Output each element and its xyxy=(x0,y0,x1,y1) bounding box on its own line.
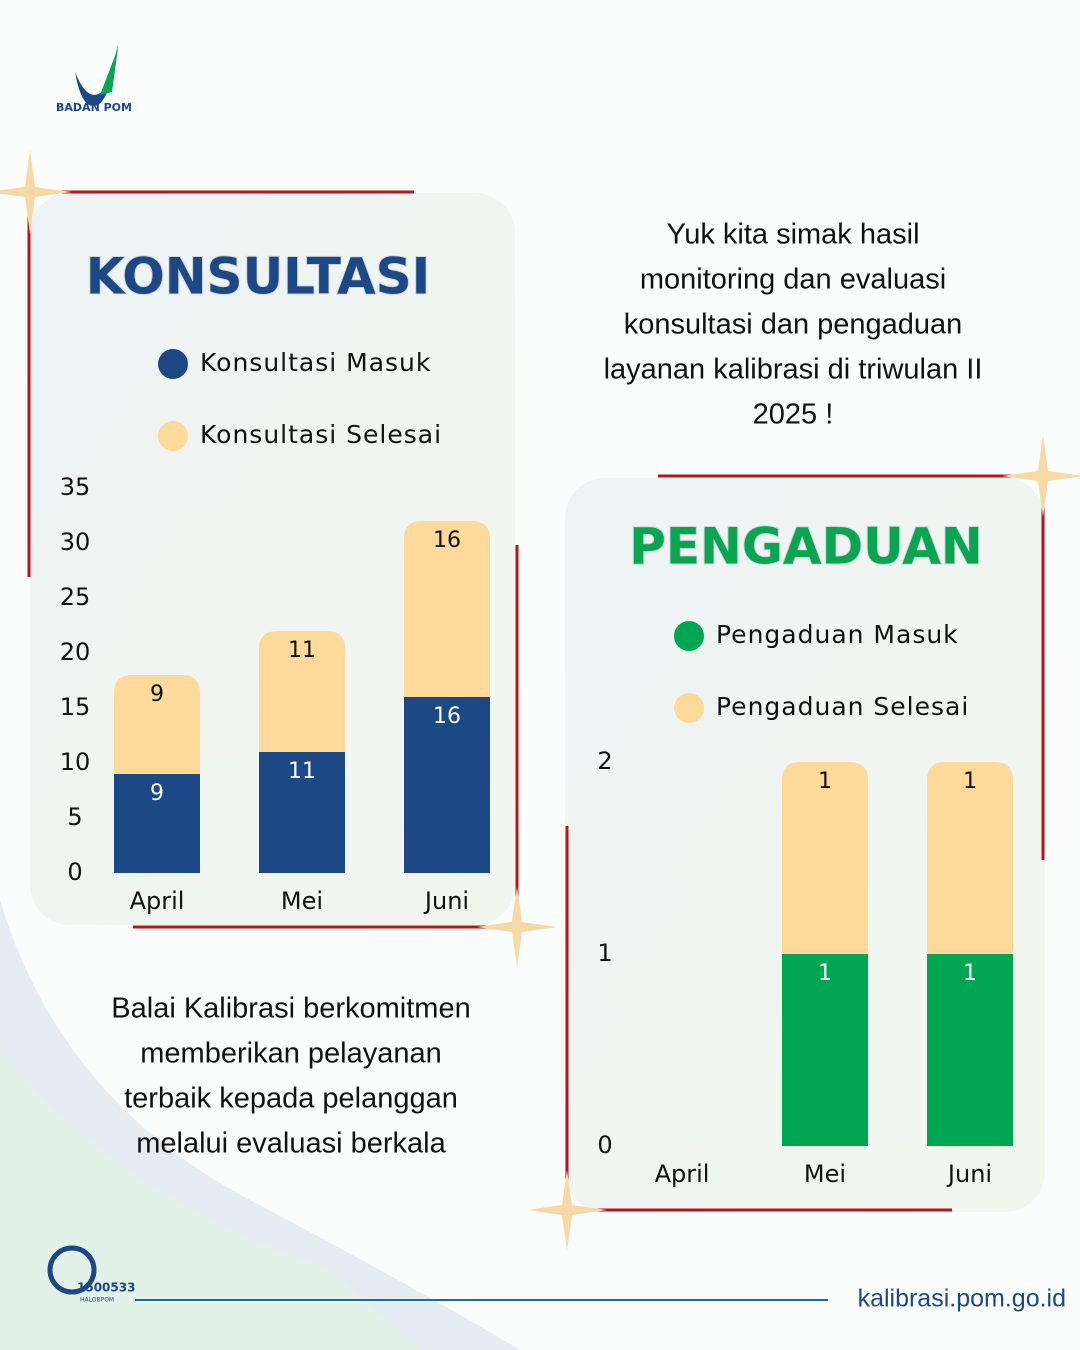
chart-title: KONSULTASI xyxy=(86,248,431,306)
y-tick-label: 30 xyxy=(60,528,91,556)
hotline-sub: HALOBPOM xyxy=(80,1297,114,1304)
x-tick-label: Mei xyxy=(281,887,323,915)
y-tick-label: 2 xyxy=(597,747,612,775)
logo-mark xyxy=(100,48,118,95)
y-tick-label: 0 xyxy=(597,1131,612,1159)
intro-line: 2025 ! xyxy=(753,399,834,431)
value-label: 1 xyxy=(963,769,977,794)
bar-segment xyxy=(259,631,345,752)
logo-text: BADAN POM xyxy=(56,101,132,114)
value-label: 9 xyxy=(150,682,164,707)
closing-text: Balai Kalibrasi berkomitmen memberikan pe… xyxy=(111,993,470,1160)
bar-segment xyxy=(404,521,490,697)
x-tick-label: April xyxy=(655,1160,710,1188)
y-tick-label: 35 xyxy=(60,473,91,501)
closing-line: memberikan pelayanan xyxy=(140,1038,441,1070)
x-tick-label: Mei xyxy=(804,1160,846,1188)
legend-label: Pengaduan Selesai xyxy=(716,692,969,721)
legend-label: Pengaduan Masuk xyxy=(716,620,959,649)
intro-line: monitoring dan evaluasi xyxy=(640,264,946,296)
x-tick-label: Juni xyxy=(423,887,469,915)
y-tick-label: 20 xyxy=(60,638,91,666)
bar-segment xyxy=(782,954,868,1146)
y-tick-label: 5 xyxy=(67,803,82,831)
y-tick-label: 15 xyxy=(60,693,91,721)
legend-marker xyxy=(674,621,704,651)
bar-segment xyxy=(927,954,1013,1146)
x-tick-label: April xyxy=(130,887,185,915)
value-label: 9 xyxy=(150,781,164,806)
y-tick-label: 0 xyxy=(67,858,82,886)
y-tick-label: 25 xyxy=(60,583,91,611)
closing-line: melalui evaluasi berkala xyxy=(136,1128,446,1160)
decor-lines xyxy=(27,190,1045,1212)
intro-line: layanan kalibrasi di triwulan II xyxy=(604,354,983,386)
legend-marker xyxy=(158,349,188,379)
legend-marker xyxy=(158,421,188,451)
intro-text: Yuk kita simak hasil monitoring dan evalu… xyxy=(604,219,983,431)
closing-line: Balai Kalibrasi berkomitmen xyxy=(111,993,470,1025)
bar-segment xyxy=(782,762,868,954)
bar-segment xyxy=(404,697,490,873)
legend-label: Konsultasi Masuk xyxy=(200,348,431,377)
closing-line: terbaik kepada pelanggan xyxy=(124,1083,458,1115)
hotline-icon xyxy=(47,1245,97,1295)
value-label: 1 xyxy=(818,769,832,794)
bar-segment xyxy=(927,762,1013,954)
hotline: 1500533 xyxy=(77,1281,135,1295)
bar-segment xyxy=(114,774,200,873)
value-label: 16 xyxy=(433,528,461,553)
y-tick-label: 1 xyxy=(597,939,612,967)
x-tick-label: Juni xyxy=(946,1160,992,1188)
legend-label: Konsultasi Selesai xyxy=(200,420,442,449)
legend-marker xyxy=(674,693,704,723)
bar-segment xyxy=(259,752,345,873)
value-label: 1 xyxy=(963,961,977,986)
sparkles xyxy=(0,150,1080,1250)
y-tick-label: 10 xyxy=(60,748,91,776)
bg-wave xyxy=(0,1050,420,1350)
chart-title: PENGADUAN xyxy=(629,518,983,576)
value-label: 11 xyxy=(288,759,316,784)
value-label: 16 xyxy=(433,704,461,729)
website: kalibrasi.pom.go.id xyxy=(858,1285,1066,1313)
bar-segment xyxy=(114,675,200,774)
intro-line: konsultasi dan pengaduan xyxy=(624,309,963,341)
value-label: 1 xyxy=(818,961,832,986)
value-label: 11 xyxy=(288,638,316,663)
intro-line: Yuk kita simak hasil xyxy=(666,219,919,251)
